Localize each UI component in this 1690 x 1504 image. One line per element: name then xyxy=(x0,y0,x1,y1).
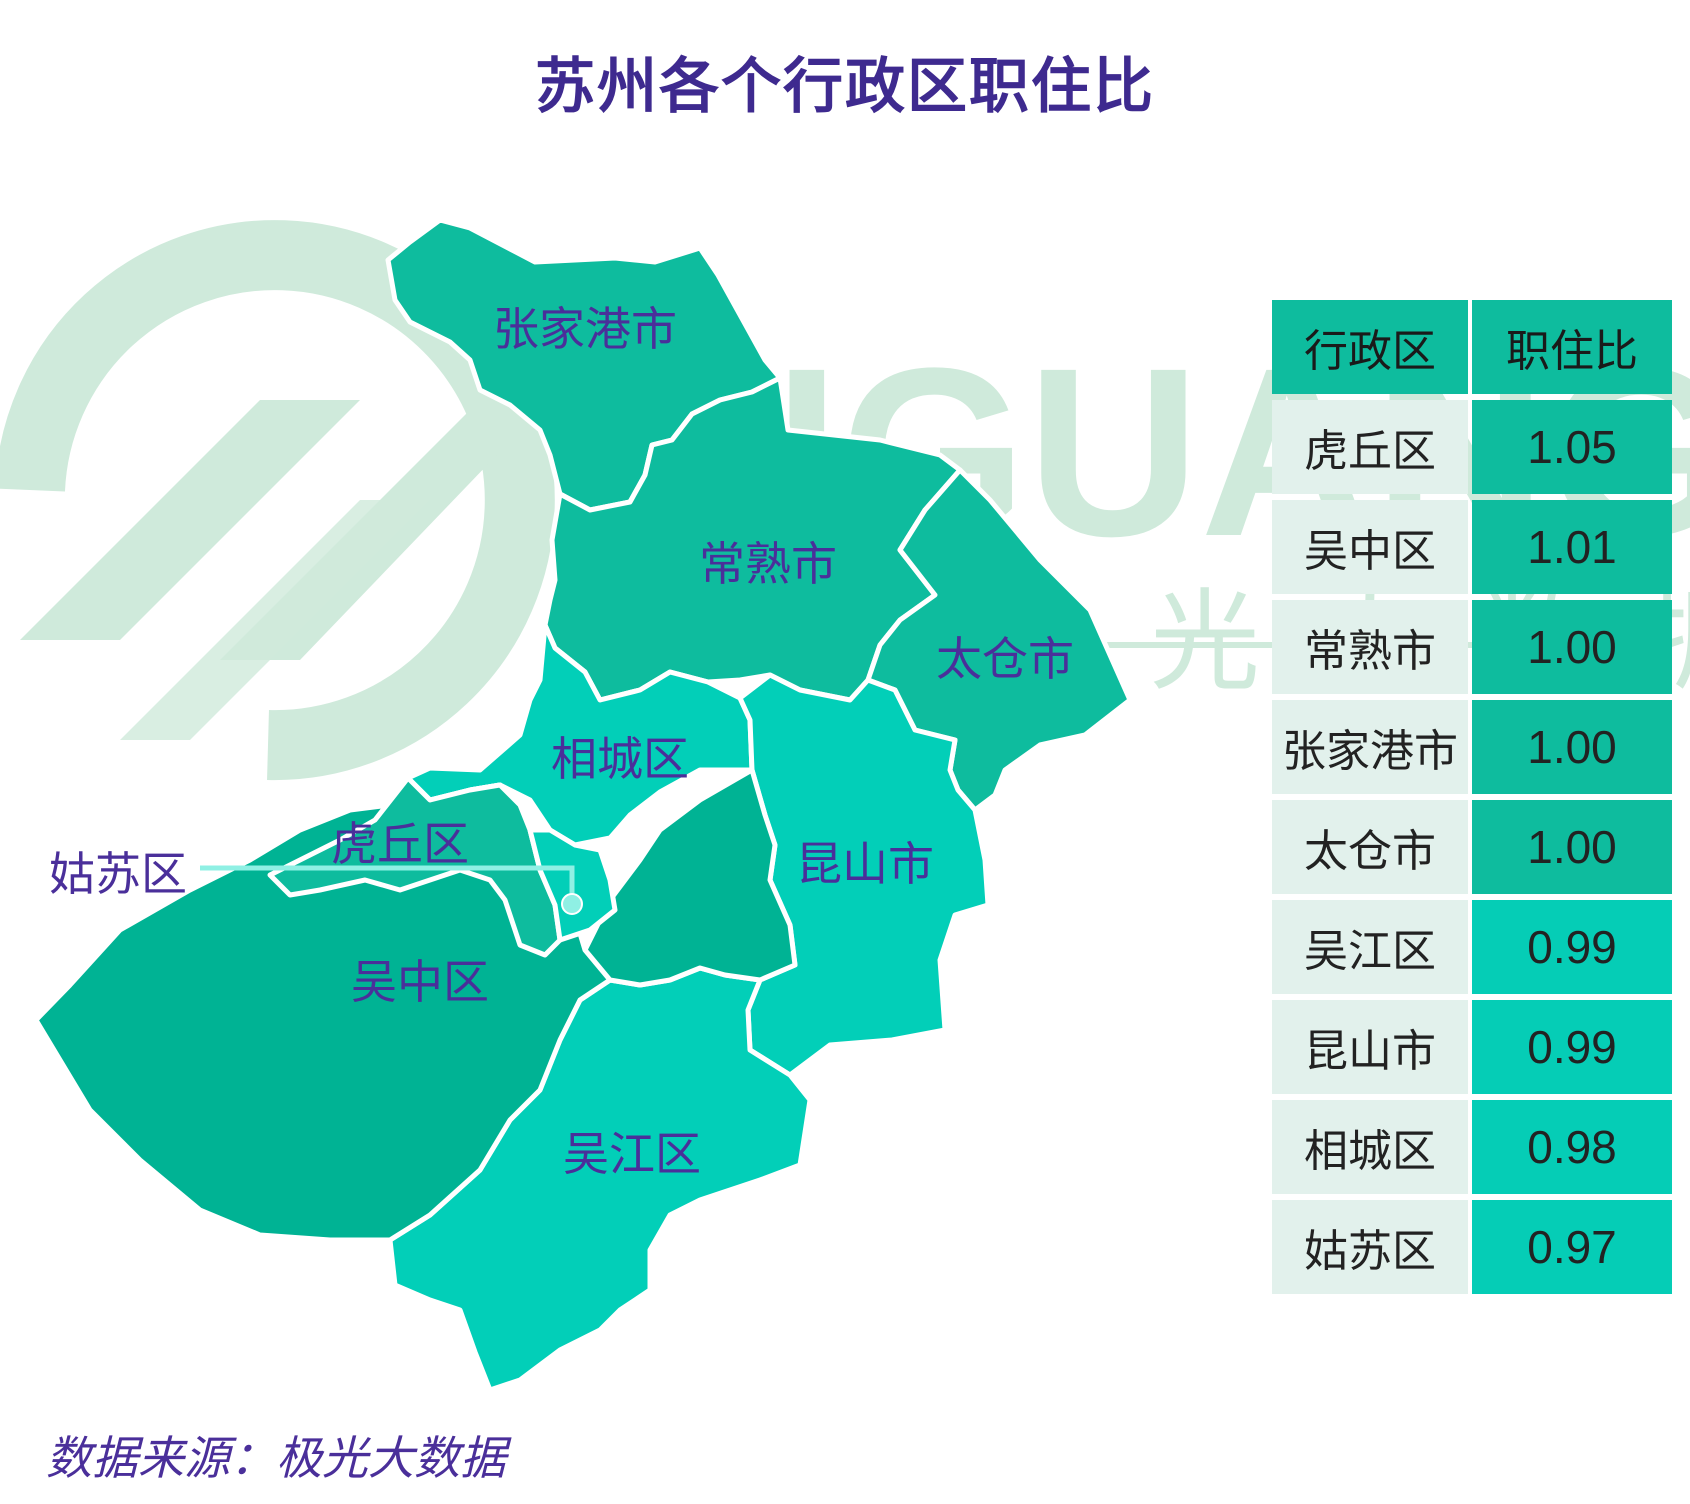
table-row: 吴江区 0.99 xyxy=(1272,900,1672,994)
row-district: 昆山市 xyxy=(1272,1000,1468,1094)
label-wuzhong: 吴中区 xyxy=(351,955,489,1009)
row-ratio: 1.05 xyxy=(1472,400,1672,494)
region-labels: 张家港市 常熟市 太仓市 相城区 昆山市 虎丘区 吴中区 吴江区 xyxy=(331,302,1074,1181)
chart-title: 苏州各个行政区职住比 xyxy=(535,52,1155,122)
region-xiangcheng xyxy=(405,622,755,848)
row-district: 吴中区 xyxy=(1272,500,1468,594)
label-kunshan: 昆山市 xyxy=(796,837,934,891)
header-district: 行政区 xyxy=(1272,300,1468,394)
callout-label-gusu: 姑苏区 xyxy=(49,847,187,901)
label-wujiang: 吴江区 xyxy=(563,1127,701,1181)
table-row: 昆山市 0.99 xyxy=(1272,1000,1672,1094)
row-district: 张家港市 xyxy=(1272,700,1468,794)
table-header-row: 行政区 职住比 xyxy=(1272,300,1672,394)
header-ratio: 职住比 xyxy=(1472,300,1672,394)
label-zhangjiagang: 张家港市 xyxy=(493,302,677,356)
row-ratio: 1.01 xyxy=(1472,500,1672,594)
ratio-table: 行政区 职住比 虎丘区 1.05 吴中区 1.01 常熟市 1.00 张家港市 1.00 太仓市… xyxy=(1268,294,1676,1300)
row-district: 吴江区 xyxy=(1272,900,1468,994)
table-row: 姑苏区 0.97 xyxy=(1272,1200,1672,1294)
table-row: 太仓市 1.00 xyxy=(1272,800,1672,894)
row-ratio: 0.99 xyxy=(1472,1000,1672,1094)
table-row: 张家港市 1.00 xyxy=(1272,700,1672,794)
row-ratio: 0.99 xyxy=(1472,900,1672,994)
row-ratio: 1.00 xyxy=(1472,800,1672,894)
row-district: 常熟市 xyxy=(1272,600,1468,694)
label-changshu: 常熟市 xyxy=(699,537,837,591)
table-row: 相城区 0.98 xyxy=(1272,1100,1672,1194)
callout-dot xyxy=(561,893,583,915)
row-ratio: 0.97 xyxy=(1472,1200,1672,1294)
row-ratio: 1.00 xyxy=(1472,600,1672,694)
table-row: 虎丘区 1.05 xyxy=(1272,400,1672,494)
row-district: 太仓市 xyxy=(1272,800,1468,894)
table-row: 常熟市 1.00 xyxy=(1272,600,1672,694)
table-row: 吴中区 1.01 xyxy=(1272,500,1672,594)
label-xiangcheng: 相城区 xyxy=(551,732,689,786)
row-ratio: 1.00 xyxy=(1472,700,1672,794)
label-huqiu: 虎丘区 xyxy=(331,817,469,871)
data-source: 数据来源：极光大数据 xyxy=(46,1431,506,1485)
row-district: 虎丘区 xyxy=(1272,400,1468,494)
row-district: 姑苏区 xyxy=(1272,1200,1468,1294)
row-district: 相城区 xyxy=(1272,1100,1468,1194)
gusu-callout: 姑苏区 xyxy=(49,847,583,915)
row-ratio: 0.98 xyxy=(1472,1100,1672,1194)
label-taicang: 太仓市 xyxy=(936,632,1074,686)
